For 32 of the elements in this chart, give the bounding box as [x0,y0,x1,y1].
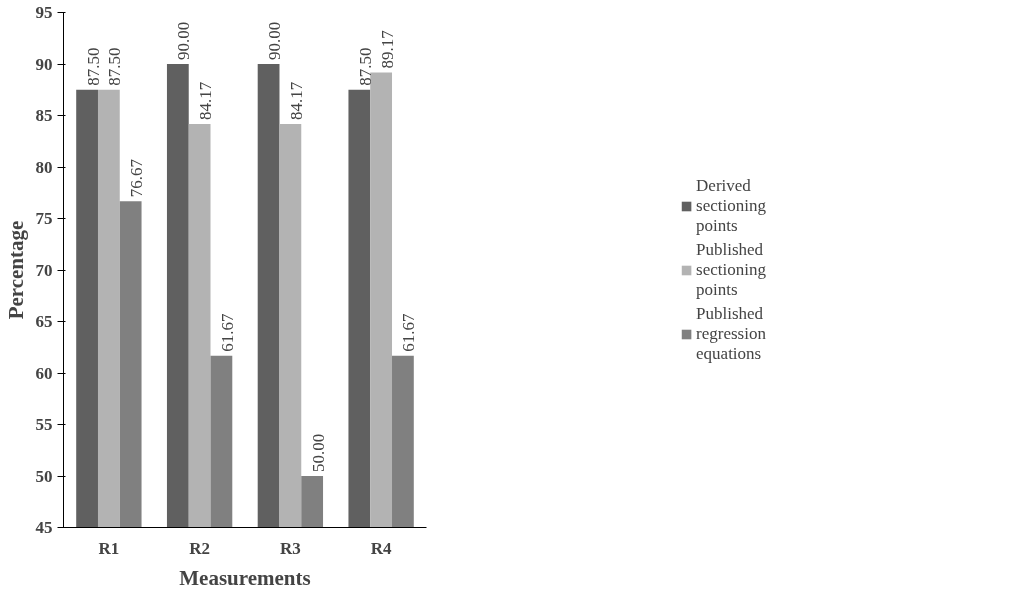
data-label: 90.00 [174,21,194,60]
legend-label: Published sectioning points [696,239,766,300]
legend-label: Derived sectioning points [696,175,766,236]
x-axis-title: Measurements [179,565,311,590]
x-tick-label: R4 [370,538,393,558]
y-tick-label: 65 [35,312,53,331]
y-tick-label: 90 [35,54,53,74]
data-label: 84.17 [286,81,306,121]
data-label: 90.00 [265,21,285,60]
data-label: 87.50 [105,47,125,86]
x-tick-label: R3 [279,538,301,558]
data-label: 61.67 [217,313,237,352]
y-tick-label: 95 [35,3,53,22]
data-label: 87.50 [355,47,375,86]
data-label: 50.00 [308,433,328,472]
x-tick-label: R2 [189,538,211,558]
y-tick-label: 75 [35,209,53,228]
y-tick-label: 80 [35,157,53,177]
y-tick-label: 50 [35,466,53,486]
y-tick-label: 85 [35,106,53,125]
data-label: 84.17 [196,81,216,121]
y-tick-label: 55 [35,415,53,434]
legend-label: Published regression equations [696,303,766,364]
y-tick-label: 45 [35,518,53,537]
data-label: 87.50 [83,47,103,86]
data-label: 89.17 [377,29,397,69]
data-label: 61.67 [399,313,419,352]
y-tick-label: 70 [35,260,53,280]
y-tick-label: 60 [35,363,53,383]
data-label: 76.67 [127,158,147,198]
x-tick-label: R1 [98,538,120,558]
y-axis-title: Percentage [3,220,28,320]
